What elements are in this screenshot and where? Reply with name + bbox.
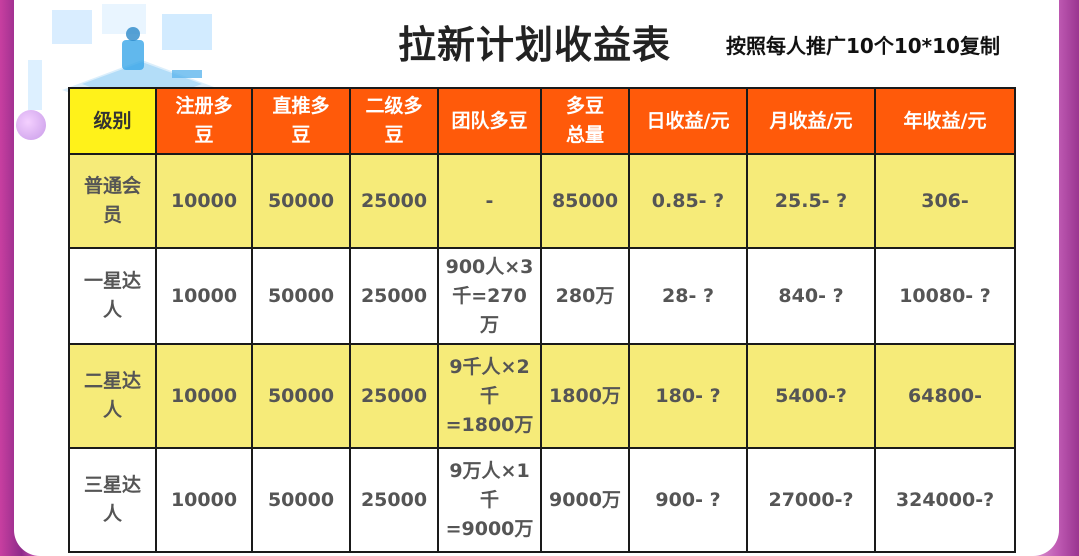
table-cell: 9万人×1 千 =9000万: [437, 447, 542, 553]
table-cell: 64800-: [874, 343, 1016, 449]
table-cell: 9000万: [540, 447, 630, 553]
column-header: 月收益/元: [746, 87, 876, 155]
table-cell: 0.85- ?: [628, 153, 748, 249]
table-row: 二星达人 10000 50000 25000 9千人×2 千 =1800万 1800万 180-…: [68, 343, 1016, 449]
table-cell: 280万: [540, 247, 630, 345]
table-cell: 10000: [155, 247, 253, 345]
table-cell: 50000: [251, 247, 351, 345]
table-cell: 50000: [251, 153, 351, 249]
table-cell: 306-: [874, 153, 1016, 249]
table-cell: 25000: [349, 447, 439, 553]
table-cell: 25000: [349, 343, 439, 449]
table-cell: 900- ?: [628, 447, 748, 553]
column-header: 注册多豆: [155, 87, 253, 155]
table-cell: 840- ?: [746, 247, 876, 345]
column-header: 团队多豆: [437, 87, 542, 155]
table-cell: 900人×3 千=270 万: [437, 247, 542, 345]
table-cell: 25.5- ?: [746, 153, 876, 249]
level-cell: 普通会员: [68, 153, 157, 249]
table-row: 三星达人 10000 50000 25000 9万人×1 千 =9000万 9000万 900-…: [68, 447, 1016, 553]
table-cell: 180- ?: [628, 343, 748, 449]
column-header: 多豆 总量: [540, 87, 630, 155]
table-cell: 10000: [155, 447, 253, 553]
purple-orb-icon: [16, 110, 46, 140]
table-cell: 85000: [540, 153, 630, 249]
page-title: 拉新计划收益表: [398, 23, 672, 67]
level-cell: 三星达人: [68, 447, 157, 553]
table-cell: 25000: [349, 247, 439, 345]
table-cell: 1800万: [540, 343, 630, 449]
column-header: 二级多豆: [349, 87, 439, 155]
table-cell: -: [437, 153, 542, 249]
column-header: 直推多豆: [251, 87, 351, 155]
table-row: 一星达人 10000 50000 25000 900人×3 千=270 万 280万 28- ?…: [68, 247, 1016, 345]
table-cell: 28- ?: [628, 247, 748, 345]
table-row: 普通会员 10000 50000 25000-85000 0.85- ? 25.5- ? 3…: [68, 153, 1016, 249]
table-cell: 25000: [349, 153, 439, 249]
level-cell: 二星达人: [68, 343, 157, 449]
table-cell: 324000-?: [874, 447, 1016, 553]
table-cell: 50000: [251, 343, 351, 449]
column-header: 年收益/元: [874, 87, 1016, 155]
table-cell: 50000: [251, 447, 351, 553]
table-cell: 10000: [155, 343, 253, 449]
column-header: 日收益/元: [628, 87, 748, 155]
table-cell: 10080- ?: [874, 247, 1016, 345]
table-cell: 9千人×2 千 =1800万: [437, 343, 542, 449]
page-subtitle: 按照每人推广10个10*10复制: [726, 34, 1000, 58]
level-cell: 一星达人: [68, 247, 157, 345]
table-cell: 5400-?: [746, 343, 876, 449]
earnings-table: 级别 注册多豆 直推多豆 二级多豆 团队多豆 多豆 总量 日收益/元 月收益/元 …: [68, 87, 1016, 553]
table-header-row: 级别 注册多豆 直推多豆 二级多豆 团队多豆 多豆 总量 日收益/元 月收益/元 …: [68, 87, 1016, 155]
column-header: 级别: [68, 87, 157, 155]
table-cell: 10000: [155, 153, 253, 249]
table-cell: 27000-?: [746, 447, 876, 553]
